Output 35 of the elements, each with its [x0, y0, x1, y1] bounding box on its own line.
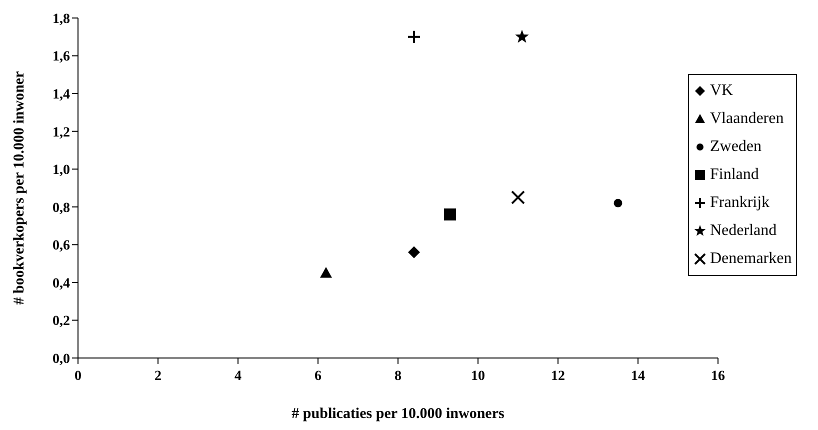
- y-tick-label: 1,4: [52, 88, 70, 103]
- x-tick-label: 4: [234, 368, 242, 384]
- x-tick-label: 2: [154, 368, 162, 384]
- point: [511, 190, 525, 204]
- y-tick-label: 0,4: [52, 276, 70, 292]
- x-tick-label: 16: [711, 368, 725, 384]
- y-tick-label: 0,6: [52, 238, 70, 254]
- point: [408, 246, 420, 258]
- x-tick-label: 8: [394, 368, 402, 384]
- y-tick-label: 1,0: [52, 163, 70, 178]
- point: [444, 208, 456, 220]
- legend-label: Denemarken: [710, 250, 792, 268]
- y-axis-title: # bookverkopers per 10.000 inwoner: [11, 70, 28, 305]
- legend-label: Vlaanderen: [710, 110, 784, 128]
- y-tick-label: 1,2: [52, 125, 70, 140]
- legend-label: Frankrijk: [710, 194, 770, 212]
- x-tick-label: 0: [74, 368, 82, 384]
- y-tick-label: 1,6: [52, 50, 70, 65]
- y-tick-label: 0,8: [52, 200, 70, 216]
- legend-label: Finland: [710, 166, 759, 184]
- x-tick-label: 6: [314, 368, 322, 384]
- legend-label: Zweden: [710, 138, 762, 156]
- x-axis-title: # publicaties per 10.000 inwoners: [292, 406, 504, 422]
- y-tick-label: 0,0: [52, 352, 70, 367]
- legend-label: Nederland: [710, 222, 777, 240]
- x-tick-label: 12: [551, 368, 565, 384]
- point: [515, 30, 529, 43]
- point: [320, 267, 332, 278]
- x-tick-label: 14: [631, 368, 645, 384]
- x-tick-label: 10: [471, 368, 485, 384]
- point: [614, 198, 622, 208]
- point: [407, 30, 421, 44]
- y-tick-label: 1,8: [52, 12, 70, 27]
- legend-label: VK: [710, 82, 734, 100]
- y-tick-label: 0,2: [52, 314, 70, 330]
